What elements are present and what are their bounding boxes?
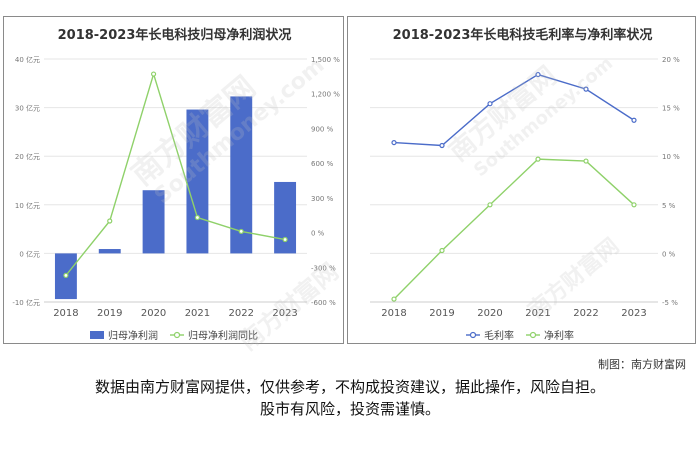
x-tick-label: 2018 [381, 308, 406, 319]
y-right-tick-label: -600 % [311, 299, 336, 307]
x-tick-label: 2021 [185, 308, 210, 319]
legend-swatch-point [173, 331, 181, 339]
legend-label: 归母净利润同比 [188, 329, 258, 342]
legend-label: 归母净利润 [108, 329, 158, 342]
y-right-tick-label: 10 % [662, 153, 680, 161]
series-point [439, 142, 445, 149]
series-point [194, 214, 201, 221]
series-line [393, 158, 635, 300]
bar [142, 190, 165, 254]
x-tick-label: 2023 [621, 308, 646, 319]
bar [98, 249, 121, 254]
y-right-tick-label: 15 % [662, 105, 680, 113]
x-tick-label: 2022 [573, 308, 598, 319]
x-tick-label: 2021 [525, 308, 550, 319]
y-right-tick-label: 1,500 % [311, 56, 340, 64]
series-point [583, 158, 589, 164]
x-tick-label: 2019 [429, 308, 454, 319]
y-right-tick-label: 600 % [311, 160, 334, 168]
series-point [487, 101, 493, 107]
series-point [535, 71, 541, 78]
margin-chart: 2018-2023年长电科技毛利率与净利率状况 -5 % 0 % 5 % 10 % 15 … [370, 27, 680, 342]
series-point [583, 86, 589, 92]
legend-label: 毛利率 [484, 329, 514, 342]
x-tick-label: 2018 [53, 308, 78, 319]
y-right-tick-label: 1,200 % [311, 91, 340, 99]
series-point [631, 117, 637, 123]
series-point [391, 296, 397, 302]
series-line [393, 73, 635, 147]
chart-title: 2018-2023年长电科技归母净利润状况 [58, 27, 292, 43]
series-line [65, 71, 286, 276]
net-profit-chart: 2018-2023年长电科技归母净利润状况 -10 亿元 0 亿元 10 亿元 20 亿… [12, 27, 340, 342]
disclaimer-line-1: 数据由南方财富网提供，仅供参考，不构成投资建议，据此操作，风险自担。 [94, 378, 605, 396]
y-right-tick-label: -5 % [662, 299, 678, 307]
y-right-tick-label: 5 % [662, 202, 676, 210]
legend-label: 净利率 [544, 329, 574, 342]
series-point [238, 228, 244, 235]
y-left-tick-label: 0 亿元 [19, 249, 40, 258]
y-left-tick-label: 10 亿元 [15, 201, 40, 210]
series-point [535, 156, 541, 162]
series-point [439, 247, 445, 254]
y-left-tick-label: -10 亿元 [12, 298, 40, 307]
chart-credit: 制图：南方财富网 [598, 358, 686, 371]
series-point [487, 202, 493, 208]
series-point [391, 139, 397, 146]
series-point [63, 272, 69, 278]
legend-swatch-point [529, 331, 537, 339]
legend-swatch-point [469, 331, 477, 339]
bar [230, 96, 253, 254]
x-tick-label: 2022 [229, 308, 254, 319]
y-right-tick-label: 300 % [311, 195, 334, 203]
x-tick-label: 2023 [272, 308, 297, 319]
disclaimer-line-2: 股市有风险，投资需谨慎。 [259, 400, 440, 418]
y-right-tick-label: 0 % [662, 250, 676, 258]
x-tick-label: 2020 [477, 308, 502, 319]
chart-panel-net-profit: 2018-2023年长电科技归母净利润状况 -10 亿元 0 亿元 10 亿元 20 亿… [3, 16, 344, 344]
y-right-tick-label: 0 % [311, 230, 325, 238]
series-point [150, 71, 157, 77]
x-tick-label: 2019 [97, 308, 122, 319]
chart-panel-margins: 2018-2023年长电科技毛利率与净利率状况 -5 % 0 % 5 % 10 % 15 … [347, 16, 696, 344]
series-point [282, 236, 288, 243]
y-left-tick-label: 20 亿元 [15, 152, 40, 161]
legend-swatch [90, 331, 104, 339]
y-right-tick-label: -300 % [311, 264, 336, 272]
chart-title: 2018-2023年长电科技毛利率与净利率状况 [393, 27, 653, 43]
y-left-tick-label: 40 亿元 [15, 55, 40, 64]
bar [186, 109, 209, 254]
series-point [107, 218, 113, 224]
x-tick-label: 2020 [141, 308, 166, 319]
series-point [631, 202, 637, 208]
y-right-tick-label: 20 % [662, 56, 680, 64]
y-right-tick-label: 900 % [311, 125, 334, 133]
bar [274, 181, 297, 254]
y-left-tick-label: 30 亿元 [15, 104, 40, 113]
